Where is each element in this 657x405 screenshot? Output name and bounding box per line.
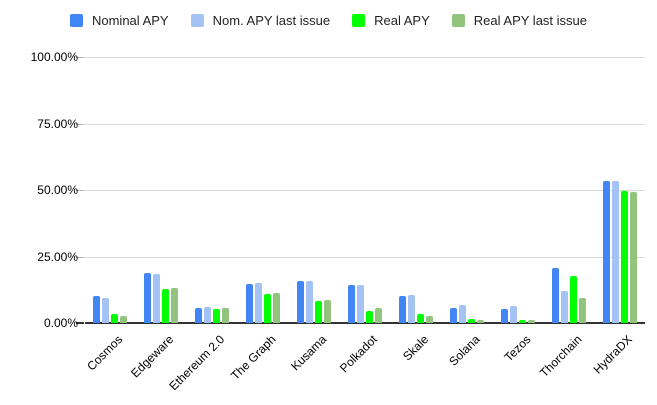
gridline-50	[85, 190, 645, 191]
gridline-75	[85, 124, 645, 125]
bar-thorchain-nom-apy-last-issue	[561, 291, 568, 323]
bar-polkadot-nom-apy-last-issue	[357, 285, 364, 323]
legend-label: Real APY last issue	[473, 13, 587, 28]
bar-polkadot-real-apy	[366, 311, 373, 323]
y-axis-tick	[76, 322, 84, 324]
bar-solana-real-apy	[468, 319, 475, 323]
bar-kusama-nominal-apy	[297, 281, 304, 323]
bar-cosmos-real-apy	[111, 314, 118, 323]
bar-solana-real-apy-last-issue	[477, 320, 484, 323]
y-axis-tick	[76, 124, 84, 125]
legend-swatch-real-apy	[352, 14, 366, 27]
gridline-25	[85, 257, 645, 258]
legend-swatch-real-apy-last-issue	[451, 14, 465, 27]
bar-edgeware-nom-apy-last-issue	[153, 274, 160, 323]
chart-legend: Nominal APY Nom. APY last issue Real APY…	[0, 13, 657, 28]
gridline-100	[85, 57, 645, 58]
bar-skale-real-apy	[417, 314, 424, 323]
bar-the-graph-nom-apy-last-issue	[255, 283, 262, 323]
bar-ethereum-2-0-real-apy-last-issue	[222, 308, 229, 323]
y-axis-label-0: 0.00%	[43, 316, 78, 330]
bar-thorchain-nominal-apy	[552, 268, 559, 323]
bar-cosmos-real-apy-last-issue	[120, 316, 127, 323]
legend-item-nom-apy-last-issue: Nom. APY last issue	[190, 13, 331, 28]
legend-label: Real APY	[374, 13, 430, 28]
bar-hydradx-nominal-apy	[603, 181, 610, 323]
x-axis-label-the-graph: The Graph	[227, 332, 279, 383]
bar-kusama-real-apy	[315, 301, 322, 323]
bar-ethereum-2-0-real-apy	[213, 309, 220, 323]
x-axis-label-kusama: Kusama	[288, 332, 330, 374]
bar-kusama-real-apy-last-issue	[324, 300, 331, 323]
x-axis-label-polkadot: Polkadot	[337, 332, 381, 376]
bar-polkadot-nominal-apy	[348, 285, 355, 323]
bar-hydradx-real-apy	[621, 191, 628, 323]
bar-hydradx-real-apy-last-issue	[630, 192, 637, 323]
bar-cosmos-nominal-apy	[93, 296, 100, 323]
x-axis-line	[85, 322, 645, 324]
x-axis-label-thorchain: Thorchain	[536, 332, 585, 380]
x-axis-label-tezos: Tezos	[501, 332, 534, 365]
x-axis-label-edgeware: Edgeware	[128, 332, 177, 381]
legend-label: Nom. APY last issue	[212, 13, 331, 28]
legend-item-real-apy-last-issue: Real APY last issue	[451, 13, 587, 28]
x-axis-label-skale: Skale	[400, 332, 432, 364]
y-axis-label-50: 50.00%	[37, 183, 78, 197]
y-axis-label-25: 25.00%	[37, 250, 78, 264]
bar-skale-nom-apy-last-issue	[408, 295, 415, 323]
y-axis-label-100: 100.00%	[30, 50, 78, 64]
legend-item-real-apy: Real APY	[352, 13, 430, 28]
bar-the-graph-real-apy	[264, 294, 271, 323]
bar-edgeware-real-apy	[162, 289, 169, 323]
bar-solana-nominal-apy	[450, 308, 457, 323]
y-axis-label-75: 75.00%	[37, 117, 78, 131]
bar-edgeware-nominal-apy	[144, 273, 151, 323]
x-axis-label-hydradx: HydraDX	[590, 332, 636, 377]
legend-label: Nominal APY	[91, 13, 169, 28]
bar-ethereum-2-0-nominal-apy	[195, 308, 202, 323]
bar-tezos-real-apy-last-issue	[528, 320, 535, 323]
bar-thorchain-real-apy-last-issue	[579, 298, 586, 323]
y-axis-tick	[76, 190, 84, 191]
bar-the-graph-nominal-apy	[246, 284, 253, 323]
bar-kusama-nom-apy-last-issue	[306, 281, 313, 323]
x-axis-label-solana: Solana	[445, 332, 483, 369]
bar-the-graph-real-apy-last-issue	[273, 293, 280, 323]
bar-tezos-nominal-apy	[501, 309, 508, 323]
bar-tezos-real-apy	[519, 320, 526, 323]
x-axis-label-cosmos: Cosmos	[84, 332, 126, 374]
legend-swatch-nominal-apy	[69, 14, 83, 27]
y-axis-tick	[76, 257, 84, 258]
bar-skale-nominal-apy	[399, 296, 406, 323]
bar-ethereum-2-0-nom-apy-last-issue	[204, 307, 211, 323]
bar-solana-nom-apy-last-issue	[459, 305, 466, 323]
bar-tezos-nom-apy-last-issue	[510, 306, 517, 323]
legend-swatch-nom-apy-last-issue	[190, 14, 204, 27]
bar-cosmos-nom-apy-last-issue	[102, 298, 109, 323]
bar-hydradx-nom-apy-last-issue	[612, 181, 619, 323]
y-axis-tick	[76, 57, 84, 58]
legend-item-nominal-apy: Nominal APY	[69, 13, 169, 28]
bar-edgeware-real-apy-last-issue	[171, 288, 178, 323]
bar-skale-real-apy-last-issue	[426, 316, 433, 323]
bar-polkadot-real-apy-last-issue	[375, 308, 382, 323]
bar-thorchain-real-apy	[570, 276, 577, 323]
